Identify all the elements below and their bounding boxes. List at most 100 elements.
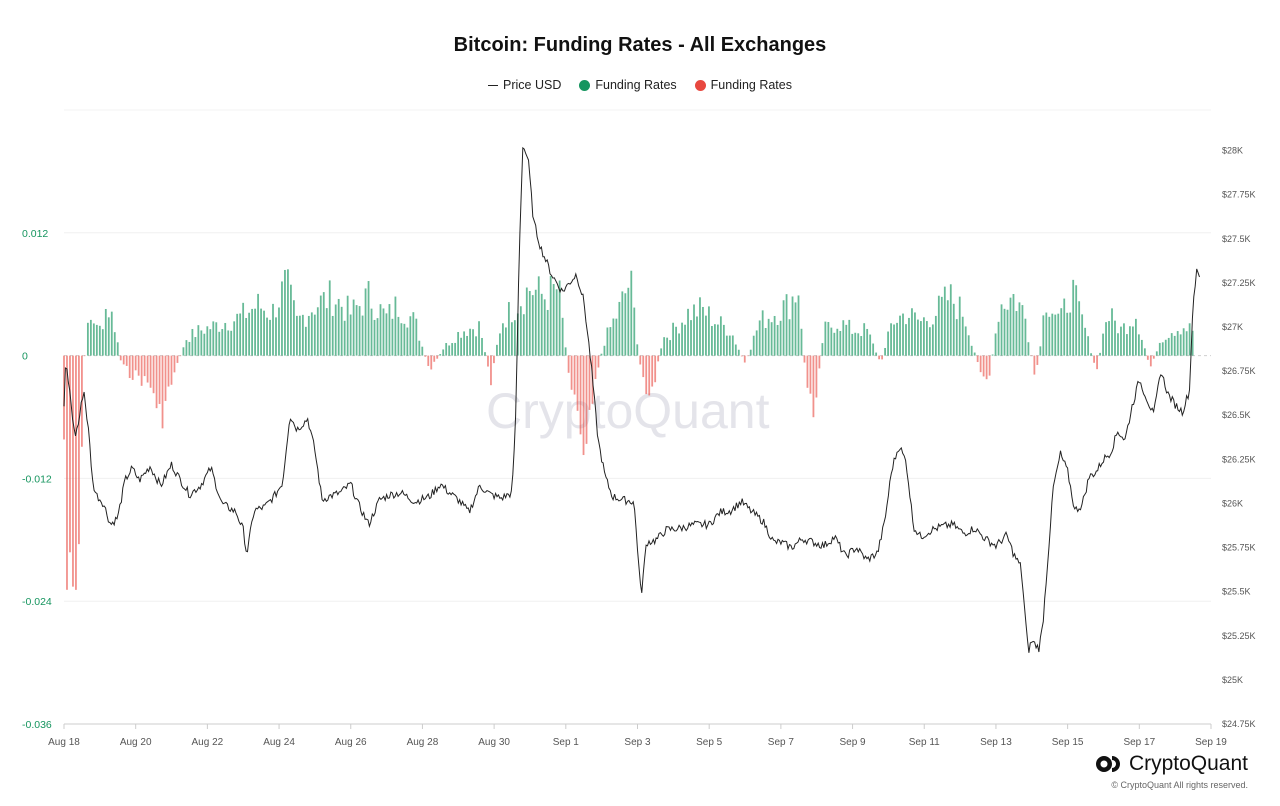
funding-bar xyxy=(890,323,892,356)
funding-bar xyxy=(594,355,597,380)
funding-bar xyxy=(442,349,445,356)
funding-bar xyxy=(116,342,119,356)
funding-bar xyxy=(1182,328,1185,356)
right-axis-tick-label: $25.75K xyxy=(1222,543,1256,553)
funding-bar xyxy=(152,355,155,394)
funding-bar xyxy=(307,315,310,356)
funding-bar xyxy=(737,349,740,356)
funding-bar xyxy=(221,329,224,356)
funding-bar xyxy=(657,355,660,362)
funding-bar xyxy=(1045,312,1048,356)
funding-bar xyxy=(275,317,277,356)
funding-bar xyxy=(1132,326,1134,356)
funding-bar xyxy=(1111,308,1113,356)
funding-bar xyxy=(1146,355,1149,360)
legend-item-funding-negative[interactable]: Funding Rates xyxy=(694,78,792,92)
funding-bar xyxy=(439,354,442,356)
funding-bar xyxy=(546,309,549,356)
funding-bar xyxy=(570,355,573,390)
funding-bar xyxy=(624,293,627,356)
funding-bar xyxy=(478,321,480,356)
funding-bar xyxy=(970,345,973,356)
funding-bar xyxy=(549,276,552,356)
funding-bar xyxy=(131,355,134,380)
funding-bar xyxy=(911,308,913,356)
funding-bar xyxy=(313,314,316,356)
x-axis-tick-label: Sep 15 xyxy=(1052,737,1084,748)
funding-bar xyxy=(209,329,212,356)
funding-bar xyxy=(920,321,922,356)
legend: Price USD Funding Rates Funding Rates xyxy=(0,78,1280,92)
funding-bar xyxy=(424,355,427,357)
funding-bar xyxy=(481,337,483,356)
funding-bar xyxy=(1185,331,1188,356)
red-dot-icon xyxy=(694,79,706,91)
x-axis-tick-label: Aug 24 xyxy=(263,737,295,748)
funding-bar xyxy=(537,276,540,356)
funding-bar xyxy=(89,319,92,356)
funding-bar xyxy=(364,288,367,356)
funding-bar xyxy=(388,304,391,356)
funding-bar xyxy=(427,355,430,366)
funding-bar xyxy=(86,322,89,356)
chart-title: Bitcoin: Funding Rates - All Exchanges xyxy=(453,34,827,56)
funding-bar xyxy=(800,328,803,356)
funding-bar xyxy=(146,355,149,383)
funding-bar xyxy=(1066,312,1069,356)
funding-bar xyxy=(1090,353,1093,356)
funding-bar xyxy=(322,292,325,356)
funding-bar xyxy=(740,355,743,357)
funding-bar xyxy=(230,330,233,356)
funding-bar xyxy=(290,284,292,356)
funding-bar xyxy=(164,355,167,401)
funding-bar xyxy=(436,355,439,359)
funding-bar xyxy=(943,286,946,356)
funding-bar xyxy=(421,346,424,356)
funding-bar xyxy=(182,347,185,356)
funding-bar xyxy=(896,322,898,356)
funding-bar xyxy=(845,324,848,356)
funding-bar xyxy=(588,355,591,410)
funding-bar xyxy=(484,352,486,356)
funding-bar xyxy=(917,319,919,356)
funding-bar xyxy=(1093,355,1095,363)
funding-bar xyxy=(504,327,507,356)
funding-bar xyxy=(1123,323,1125,356)
funding-bar xyxy=(830,327,833,356)
funding-bar xyxy=(287,269,289,356)
right-axis-tick-label: $27.5K xyxy=(1222,234,1251,244)
funding-bar xyxy=(254,308,256,356)
funding-bar xyxy=(752,335,755,356)
funding-bar xyxy=(905,324,907,356)
funding-bar xyxy=(555,289,558,356)
funding-bar xyxy=(278,307,280,356)
funding-bar xyxy=(842,320,845,356)
funding-bar xyxy=(531,295,534,356)
funding-bar xyxy=(412,312,415,356)
legend-item-price[interactable]: Price USD xyxy=(488,78,561,92)
funding-bar xyxy=(621,291,624,356)
funding-bar xyxy=(1129,326,1131,356)
funding-bar xyxy=(1003,308,1006,356)
funding-bar xyxy=(908,317,910,356)
legend-item-funding-positive[interactable]: Funding Rates xyxy=(579,78,677,92)
funding-bar xyxy=(794,302,797,356)
funding-bar xyxy=(785,294,788,356)
funding-bar xyxy=(72,355,74,587)
funding-bar xyxy=(173,355,176,373)
funding-bar xyxy=(295,315,298,356)
funding-bar xyxy=(496,344,498,356)
funding-bar xyxy=(600,353,603,356)
funding-bar xyxy=(149,355,152,388)
funding-bar xyxy=(976,355,979,363)
funding-bar xyxy=(227,330,230,356)
funding-bar xyxy=(143,355,146,377)
funding-bar xyxy=(212,321,215,356)
funding-bar xyxy=(251,308,254,356)
funding-bar xyxy=(472,329,474,356)
funding-bar xyxy=(1036,355,1039,365)
funding-bar xyxy=(415,318,418,356)
funding-bar xyxy=(899,315,901,356)
funding-bar xyxy=(203,333,206,356)
funding-bar xyxy=(693,304,695,356)
